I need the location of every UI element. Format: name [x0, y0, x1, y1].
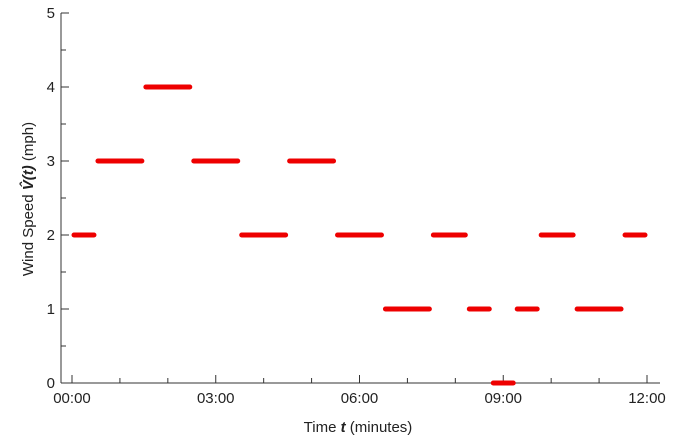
x-tick-label: 06:00: [341, 390, 379, 407]
data-series: [71, 84, 648, 386]
x-axis-title: Time t (minutes): [304, 419, 413, 436]
x-tick-label: 12:00: [628, 390, 666, 407]
y-tick-label: 0: [47, 375, 55, 392]
y-axis-title-suffix: (mph): [20, 122, 37, 165]
y-axis-title-prefix: Wind Speed: [20, 190, 37, 276]
x-tick-label: 09:00: [484, 390, 522, 407]
y-tick-label: 2: [47, 227, 55, 244]
x-axis-title-prefix: Time: [304, 419, 341, 436]
y-tick-label: 3: [47, 153, 55, 170]
y-ticks: 0 1 2 3 4 5: [47, 5, 69, 392]
x-tick-label: 03:00: [197, 390, 235, 407]
x-tick-label: 00:00: [53, 390, 91, 407]
x-axis-title-suffix: (minutes): [346, 419, 413, 436]
y-tick-label: 1: [47, 301, 55, 318]
y-axis-title-var: V̂(t): [18, 165, 37, 190]
y-tick-label: 4: [47, 79, 55, 96]
x-ticks: 00:00 03:00 06:00 09:00 12:00: [53, 375, 666, 407]
axes: [60, 13, 660, 384]
x-axis-title-var: t: [341, 419, 347, 436]
y-tick-label: 5: [47, 5, 55, 22]
y-axis-title: Wind Speed V̂(t) (mph): [18, 122, 37, 276]
